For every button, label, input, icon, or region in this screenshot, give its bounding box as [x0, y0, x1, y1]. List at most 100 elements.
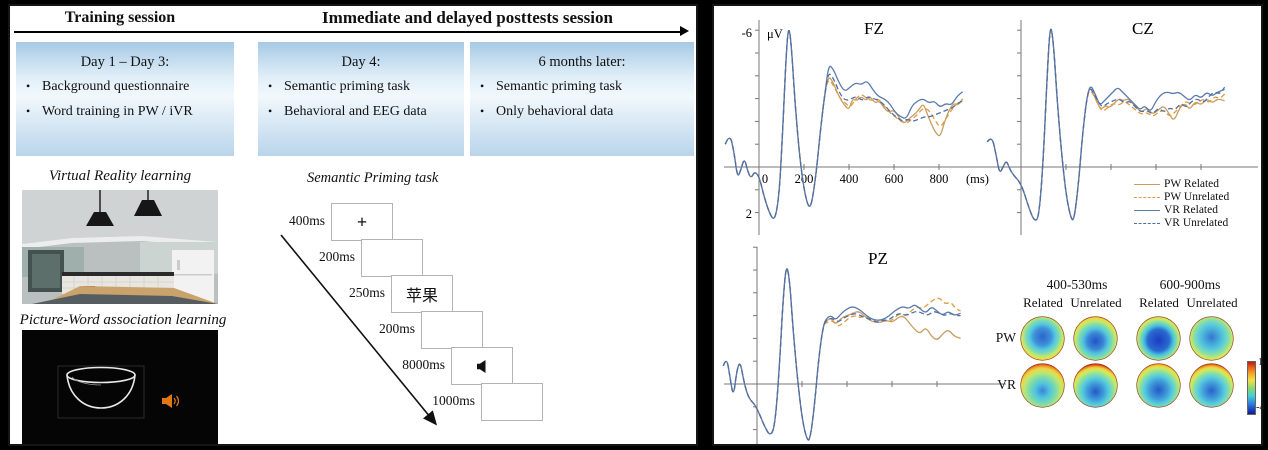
audio-speaker-icon [162, 394, 180, 408]
picture-word-image [22, 330, 218, 444]
x-tick-label: 600 [885, 172, 904, 186]
trial-sequence-arrow [280, 234, 438, 426]
session-box-bullet: • Only behavioral data [480, 104, 694, 120]
legend-label: PW Unrelated [1164, 190, 1230, 203]
topomap-vr-related-400-530ms [1020, 363, 1065, 408]
experiment-design-panel: Training session Immediate and delayed p… [8, 4, 698, 446]
session-box-bullet: • Semantic priming task [480, 79, 694, 95]
session-box-title: 6 months later: [538, 54, 626, 70]
erp-legend: PW Related PW Unrelated VR Related VR Unrel… [1134, 178, 1262, 230]
bullet-dot-icon: • [480, 104, 485, 119]
session-box-bullet: • Background questionnaire [26, 79, 234, 95]
legend-item: VR Related [1134, 204, 1262, 217]
session-box-title: Day 4: [341, 54, 381, 70]
trial-box-5 [451, 347, 513, 385]
bullet-dot-icon: • [26, 104, 31, 119]
y-axis-bottom-label: 2 [746, 207, 752, 221]
erp-plot-pz: PZ [722, 246, 1006, 444]
erp-plot-cz: CZ [984, 19, 1258, 235]
priming-task-caption: Semantic Priming task [307, 170, 439, 186]
trial-box-3: 苹果 [391, 275, 453, 313]
erp-plot-title: CZ [1132, 19, 1154, 38]
x-tick-label: 200 [795, 172, 814, 186]
vr-kitchen-image [22, 190, 218, 304]
timeline-arrowhead-icon [680, 26, 689, 36]
erp-plot-fz: FZ -6 μV 2 0 200 400 600 800 (ms) [724, 19, 994, 235]
topomap-condition-label: Unrelated [1070, 295, 1122, 310]
series-vr-unrelated [724, 30, 963, 219]
series-pw-unrelated [724, 30, 963, 219]
bullet-dot-icon: • [268, 104, 273, 119]
bowl-body [66, 374, 136, 409]
trial-stimulus-text: + [356, 211, 368, 232]
posttests-session-title: Immediate and delayed posttests session [322, 8, 613, 27]
legend-item: PW Related [1134, 178, 1262, 191]
colorbar-max-label: 1 [1258, 357, 1264, 368]
trial-duration-label: 250ms [348, 285, 385, 300]
x-tick-label: 0 [762, 172, 768, 186]
legend-label: VR Unrelated [1164, 216, 1229, 229]
y-axis-unit-label: μV [767, 27, 783, 41]
legend-line-sample [1134, 223, 1160, 224]
timeline-line [14, 31, 682, 33]
topomap-vr-unrelated-400-530ms [1073, 363, 1118, 408]
trial-box-1: + [331, 203, 393, 241]
session-box-bullet: • Word training in PW / iVR [26, 104, 234, 120]
topomap-pw-unrelated-600-900ms [1189, 316, 1234, 361]
trial-duration-label: 200ms [318, 249, 355, 264]
legend-item: VR Unrelated [1134, 217, 1262, 230]
trial-stimulus-text: 苹果 [405, 288, 438, 305]
topomap-window-2-header: 600-900ms [1159, 277, 1221, 292]
topomap-vr-unrelated-600-900ms [1189, 363, 1234, 408]
topomap-row-label-pw: PW [995, 330, 1016, 345]
legend-label: PW Related [1164, 177, 1220, 190]
trial-duration-label: 8000ms [402, 357, 445, 372]
trial-duration-label: 200ms [378, 321, 415, 336]
bullet-text: Behavioral and EEG data [284, 104, 427, 120]
bullet-text: Background questionnaire [42, 79, 190, 94]
series-vr-related [724, 30, 964, 219]
kitchen-scene [22, 190, 218, 304]
y-axis-top-label: -6 [742, 26, 752, 40]
session-box-bullet: • Behavioral and EEG data [268, 104, 464, 120]
series-vr-related [722, 268, 961, 441]
session-box-title: Day 1 – Day 3: [80, 54, 170, 70]
session-box-2: Day 4: • Semantic priming task • Behavioral … [258, 42, 464, 156]
legend-line-sample [1134, 184, 1160, 185]
trial-duration-label: 1000ms [432, 393, 475, 408]
topomap-pw-unrelated-400-530ms [1073, 316, 1118, 361]
erp-plot-title: PZ [868, 249, 888, 268]
topomap-pw-related-400-530ms [1020, 316, 1065, 361]
series-pw-related [724, 30, 964, 219]
topomap-window-1-header: 400-530ms [1046, 277, 1108, 292]
legend-line-sample [1134, 197, 1160, 198]
session-box-1: Day 1 – Day 3: • Background questionnaire •… [16, 42, 234, 156]
bullet-dot-icon: • [268, 79, 273, 93]
pw-learning-caption: Picture-Word association learning [19, 312, 227, 328]
speaker-icon [476, 359, 485, 373]
trial-box-4 [421, 311, 483, 349]
topomap-condition-label: Related [1023, 295, 1063, 310]
bullet-text: Only behavioral data [496, 104, 614, 120]
legend-label: VR Related [1164, 203, 1218, 216]
vr-learning-caption: Virtual Reality learning [48, 168, 192, 184]
x-axis-unit-label: (ms) [966, 172, 989, 186]
topomap-vr-related-600-900ms [1136, 363, 1181, 408]
bowl-and-sound-stimulus [22, 330, 218, 444]
trial-duration-label: 400ms [288, 213, 325, 228]
session-box-3: 6 months later: • Semantic priming task • On… [470, 42, 694, 156]
legend-item: PW Unrelated [1134, 191, 1262, 204]
erp-results-panel: FZ -6 μV 2 0 200 400 600 800 (ms) CZ PZ PW Relate… [712, 4, 1265, 446]
trial-box-6 [481, 383, 543, 421]
bullet-dot-icon: • [480, 79, 485, 93]
x-tick-label: 800 [930, 172, 949, 186]
x-tick-label: 400 [840, 172, 859, 186]
erp-plot-title: FZ [864, 19, 884, 38]
topomap-condition-label: Unrelated [1186, 295, 1238, 310]
colorbar-min-label: -4 [1256, 402, 1265, 413]
bullet-text: Semantic priming task [284, 79, 410, 94]
bullet-dot-icon: • [26, 79, 31, 93]
topomap-pw-related-600-900ms [1136, 316, 1181, 361]
legend-line-sample [1134, 210, 1160, 211]
